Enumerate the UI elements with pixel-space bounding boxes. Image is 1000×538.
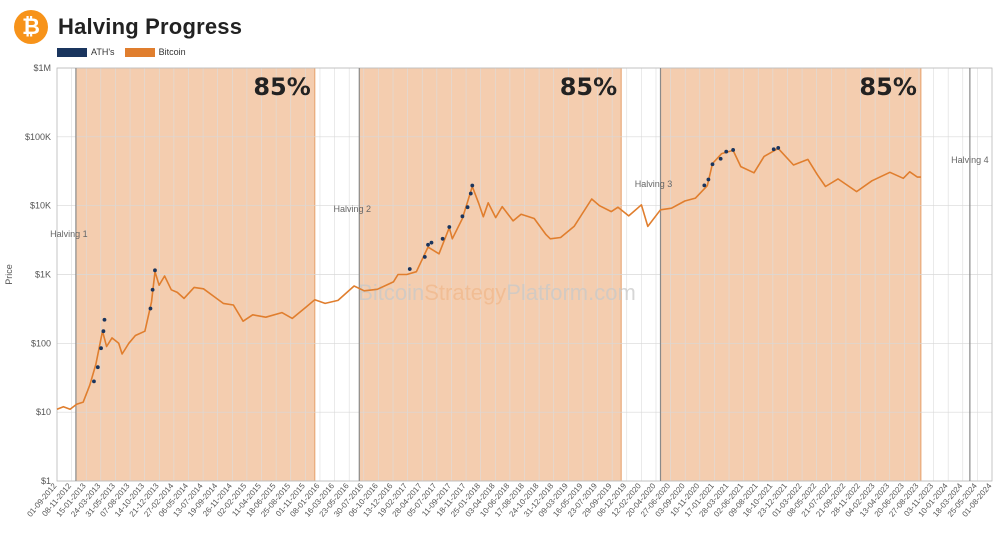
ath-point [706,177,711,182]
halving-label-2: Halving 2 [334,204,372,214]
ath-point [702,183,707,188]
halving-label-1: Halving 1 [50,229,88,239]
ath-point [771,147,776,152]
chart-legend: ATH's Bitcoin [57,47,196,57]
legend-item-aths[interactable]: ATH's [57,47,115,57]
ath-point [148,306,153,311]
halving-label-3: Halving 3 [635,179,673,189]
y-axis-label: Price [4,264,14,285]
ath-point [407,267,412,271]
ath-point [776,146,781,150]
y-tick-label: $100K [25,132,51,142]
chart-header: ₿ Halving Progress [14,10,242,44]
y-tick-label: $10K [30,201,51,211]
progress-percent-label: 85% [253,73,310,101]
y-tick-label: $100 [31,338,51,348]
bitcoin-logo-icon: ₿ [14,10,48,44]
ath-point [426,242,430,247]
ath-point [468,191,473,196]
ath-point [153,268,157,273]
ath-point [101,329,106,334]
plot-frame [56,67,993,482]
ath-point [422,255,427,259]
ath-point [150,287,155,292]
halving-label-4: Halving 4 [951,155,989,165]
y-tick-label: $1K [35,270,51,280]
ath-point [429,240,434,245]
series-line-bitcoin [56,147,921,411]
y-tick-label: $1M [33,63,51,73]
progress-percent-label: 85% [859,73,916,101]
ath-point [447,225,452,229]
legend-label-bitcoin: Bitcoin [158,47,186,57]
legend-swatch-bitcoin [124,47,155,57]
legend-item-bitcoin[interactable]: Bitcoin [124,47,186,57]
chart-title: Halving Progress [58,14,243,39]
progress-percent-label: 85% [560,73,617,101]
ath-point [440,236,445,241]
ath-point [465,205,470,210]
ath-point [724,149,729,154]
ath-point [731,148,736,152]
ath-point [95,365,100,370]
ath-point [460,214,465,219]
ath-point [710,162,715,167]
ath-point [92,379,96,384]
ath-point [99,346,103,351]
legend-label-aths: ATH's [91,47,115,57]
legend-swatch-aths [57,47,87,57]
y-tick-label: $10 [36,407,51,417]
y-tick-label: $1 [41,476,51,486]
watermark: BitcoinStrategyPlatform.com [358,280,636,305]
ath-point [470,183,475,188]
ath-point [102,317,107,322]
ath-point [718,156,723,161]
